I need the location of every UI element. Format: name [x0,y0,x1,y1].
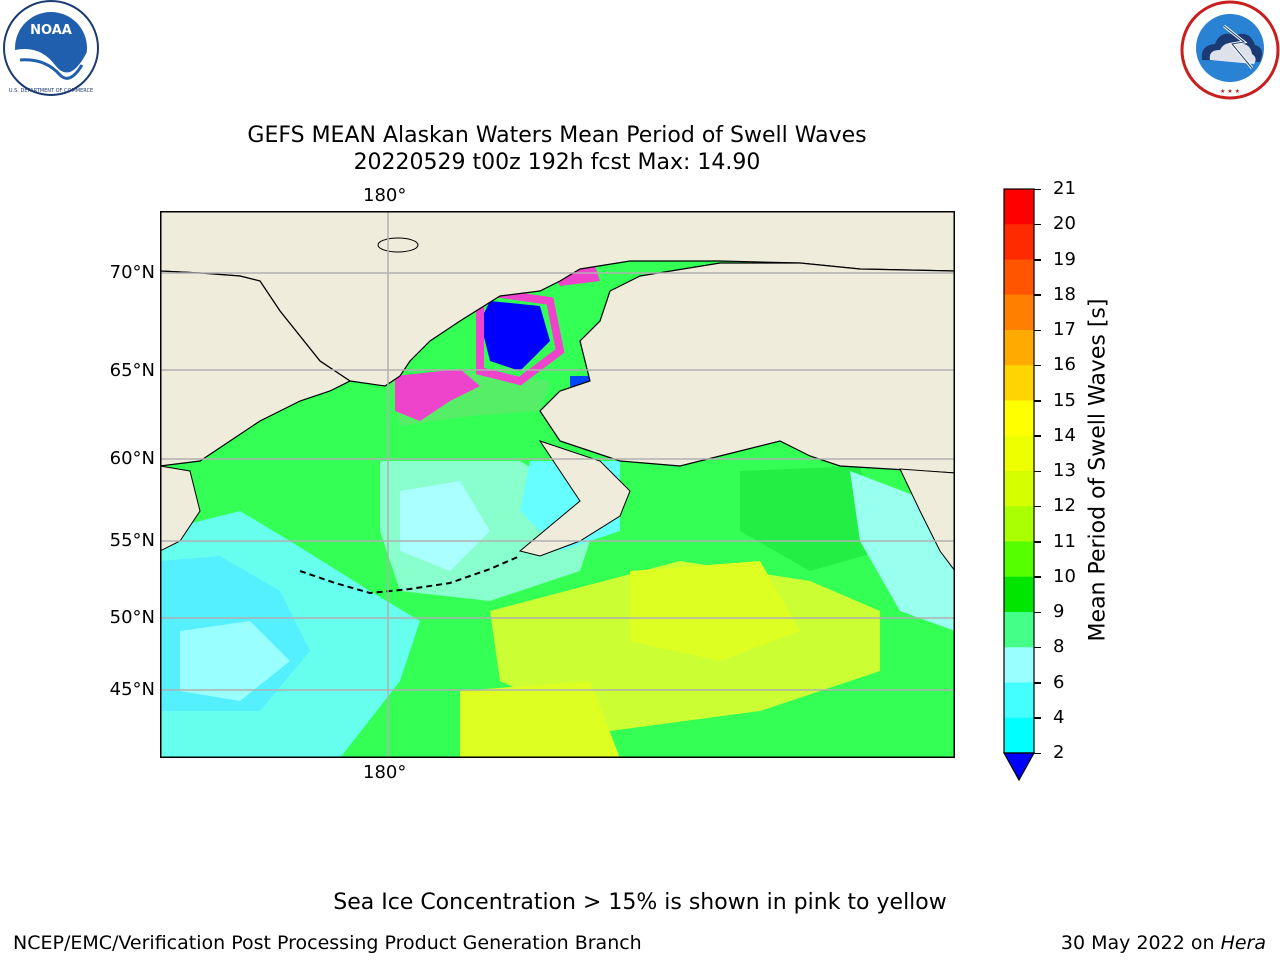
colorbar-tick-mark [1034,294,1041,296]
svg-text:★ ★ ★: ★ ★ ★ [1220,88,1240,95]
footer-right: 30 May 2022 on Hera [1061,932,1266,954]
lon-label-top: 180° [363,185,407,206]
sea-ice-bering-edge [395,369,480,421]
colorbar-segment [1004,576,1034,613]
colorbar-tick-label: 17 [1053,319,1076,340]
map-graticule [160,211,955,758]
colorbar-label: Mean Period of Swell Waves [s] [1085,298,1111,642]
lat-label-50: 50°N [109,607,155,628]
colorbar-tick-label: 9 [1053,601,1065,622]
sea-ice-note: Sea Ice Concentration > 15% is shown in … [333,890,947,915]
lat-label-55: 55°N [109,530,155,551]
land-southeast-alaska [899,468,955,572]
map-frame [160,211,955,758]
colorbar-tick-label: 13 [1053,460,1076,481]
swell-region-kotzebue-blue [480,301,550,371]
colorbar-tick-label: 18 [1053,283,1076,305]
colorbar-tick-mark [1034,223,1041,226]
footer-host: Hera [1220,932,1266,954]
colorbar-under-arrow [1002,752,1036,782]
colorbar-tick-label: 2 [1053,742,1065,763]
colorbar-segment [1004,365,1034,401]
land-wrangel-island [377,237,419,253]
colorbar-tick-mark [1034,541,1041,543]
colorbar-segment [1004,471,1034,507]
colorbar-tick-label: 12 [1053,495,1076,517]
colorbar-tick-label: 11 [1053,530,1076,552]
colorbar-tick-label: 10 [1053,565,1076,587]
chart-title: GEFS MEAN Alaskan Waters Mean Period of … [247,123,867,148]
colorbar-segment [1004,400,1034,437]
colorbar-tick-mark [1034,435,1041,437]
colorbar-tick-mark [1034,646,1041,649]
colorbar [1002,188,1036,782]
colorbar-tick-label: 15 [1053,389,1076,411]
swell-region-yellowgreen-south [460,681,620,758]
colorbar-segment [1004,189,1034,225]
sea-ice-chukchi-edge [476,286,565,386]
footer-left: NCEP/EMC/Verification Post Processing Pr… [13,932,642,954]
colorbar-tick-label: 16 [1053,354,1076,376]
colorbar-segment [1004,647,1034,683]
colorbar-tick-mark [1034,470,1041,472]
colorbar-segment [1004,224,1034,260]
footer-date: 30 May 2022 on [1060,932,1221,954]
land-chukotka [160,270,352,467]
colorbar-tick-mark [1034,400,1041,402]
colorbar-tick-label: 20 [1053,213,1076,235]
colorbar-tick-mark [1034,752,1041,754]
colorbar-segment [1004,330,1034,366]
colorbar-tick-mark [1034,505,1041,508]
colorbar-segment [1004,682,1034,719]
noaa-logo: NOAA U.S. DEPARTMENT OF COMMERCE [3,0,99,96]
land-alaska-peninsula [518,440,631,557]
colorbar-segment [1004,435,1034,472]
swell-period-map [160,211,955,758]
colorbar-tick-label: 21 [1053,178,1076,199]
land-alaska [539,262,955,474]
lon-label-bottom: 180° [363,762,407,783]
colorbar-segment [1004,612,1034,648]
colorbar-segment [1004,541,1034,578]
colorbar-tick-mark [1034,576,1041,578]
lat-label-60: 60°N [109,448,155,469]
swell-region-bering-pale [400,481,490,571]
colorbar-tick-mark [1034,188,1041,190]
lat-label-70: 70°N [109,262,155,283]
colorbar-tick-mark [1034,717,1041,719]
colorbar-tick-mark [1034,329,1041,331]
swell-region-yellow-center [630,561,800,661]
chart-subtitle: 20220529 t00z 192h fcst Max: 14.90 [353,150,761,175]
colorbar-tick-mark [1034,364,1041,367]
noaa-logo-bottom-text: U.S. DEPARTMENT OF COMMERCE [9,88,93,94]
aleutian-islands [299,555,521,595]
colorbar-tick-label: 8 [1053,636,1065,658]
colorbar-tick-mark [1034,259,1041,261]
colorbar-segment [1004,294,1034,331]
swell-region-pale-cyan [180,621,290,701]
swell-region-gulf [740,466,880,571]
colorbar-segment [1004,717,1034,754]
lat-label-45: 45°N [109,679,155,700]
colorbar-tick-mark [1034,682,1041,684]
colorbar-tick-label: 6 [1053,671,1065,693]
colorbar-tick-label: 14 [1053,424,1076,446]
noaa-logo-text: NOAA [30,23,72,38]
nws-logo: ★ ★ ★ [1180,0,1280,100]
land-kamchatka [160,465,201,552]
colorbar-segment [1004,259,1034,296]
colorbar-segment [1004,506,1034,542]
lat-label-65: 65°N [109,360,155,381]
colorbar-tick-label: 4 [1053,706,1065,728]
colorbar-tick-label: 19 [1053,248,1076,270]
colorbar-tick-mark [1034,611,1041,613]
